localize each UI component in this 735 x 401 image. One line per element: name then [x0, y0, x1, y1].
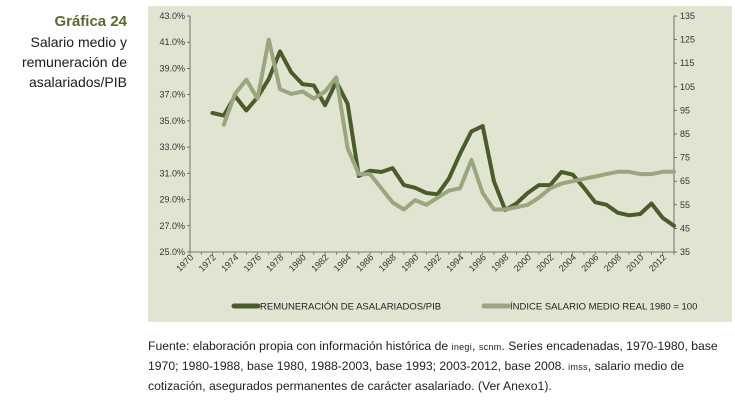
x-tick-label: 2008 — [602, 252, 623, 273]
right-tick-label: 75 — [680, 153, 690, 163]
x-tick-label: 2000 — [512, 252, 533, 273]
x-tick-label: 2004 — [557, 252, 578, 273]
right-tick-label: 55 — [680, 200, 690, 210]
right-tick-label: 65 — [680, 176, 690, 186]
x-tick-label: 1974 — [219, 252, 240, 273]
x-tick-label: 1972 — [197, 252, 218, 273]
series-line-1 — [210, 49, 676, 228]
left-tick-label: 29.0% — [159, 195, 185, 205]
figure-subtitle-line-1: Salario medio y — [30, 34, 128, 50]
right-tick-label: 45 — [680, 223, 690, 233]
x-tick-label: 1984 — [332, 252, 353, 273]
figure-number: Gráfica 24 — [54, 13, 127, 30]
figure-subtitle-line-2: remuneración de — [21, 54, 127, 70]
right-tick-label: 135 — [680, 11, 695, 21]
left-tick-label: 39.0% — [159, 63, 185, 73]
left-tick-label: 43.0% — [159, 11, 185, 21]
source-note: Fuente: elaboración propia con informaci… — [148, 337, 735, 396]
x-tick-label: 1990 — [399, 252, 420, 273]
right-tick-label: 35 — [680, 247, 690, 257]
left-tick-label: 35.0% — [159, 116, 185, 126]
figure-subtitle-line-3: asalariados/PIB — [28, 74, 127, 90]
legend-label-1: REMUNERACIÓN DE ASALARIADOS/PIB — [260, 302, 441, 313]
figure-heading: Gráfica 24 Salario medio y remuneración … — [3, 12, 127, 92]
x-tick-label: 2006 — [579, 252, 600, 273]
x-tick-label: 1980 — [287, 252, 308, 273]
source-middle: . Series encadenadas, 1970-1980, base 19… — [148, 339, 718, 373]
source-prefix: Fuente: elaboración propia con informaci… — [148, 339, 452, 353]
right-tick-label: 125 — [680, 35, 695, 45]
x-tick-label: 1996 — [467, 252, 488, 273]
left-tick-label: 25.0% — [159, 247, 185, 257]
left-tick-label: 41.0% — [159, 37, 185, 47]
left-tick-label: 27.0% — [159, 221, 185, 231]
chart-panel: 43.0% 41.0% 39.0% 37.0% 35.0% 33.0% 31.0% 29.0%… — [148, 6, 732, 322]
left-tick-label: 37.0% — [159, 90, 185, 100]
source-suffix: , salario medio de cotización, asegurado… — [148, 359, 685, 393]
line-chart: 43.0% 41.0% 39.0% 37.0% 35.0% 33.0% 31.0% 29.0%… — [159, 11, 697, 313]
x-tick-label: 1992 — [422, 252, 443, 273]
left-tick-label: 31.0% — [159, 168, 185, 178]
right-tick-label: 105 — [680, 82, 695, 92]
right-tick-label: 95 — [680, 105, 690, 115]
x-tick-label: 1994 — [444, 252, 465, 273]
source-imss: IMSS — [568, 362, 588, 372]
right-tick-label: 115 — [680, 58, 694, 68]
x-tick-label: 1986 — [354, 252, 375, 273]
x-tick-label: 1988 — [377, 252, 398, 273]
x-tick-label: 2002 — [534, 252, 555, 273]
x-tick-label: 2012 — [647, 252, 668, 273]
source-sep: , — [472, 339, 479, 353]
x-tick-label: 1978 — [264, 252, 285, 273]
right-tick-label: 85 — [680, 129, 690, 139]
legend-label-2: ÍNDICE SALARIO MEDIO REAL 1980 = 100 — [510, 302, 697, 313]
x-tick-label: 1982 — [309, 252, 330, 273]
left-tick-label: 33.0% — [159, 142, 185, 152]
x-tick-label: 1976 — [242, 252, 263, 273]
x-tick-label: 1998 — [489, 252, 510, 273]
series-line-2 — [221, 37, 676, 212]
source-scnm: SCNM — [478, 342, 502, 352]
source-inegi: INEGI — [451, 342, 473, 352]
x-tick-label: 2010 — [624, 252, 645, 273]
